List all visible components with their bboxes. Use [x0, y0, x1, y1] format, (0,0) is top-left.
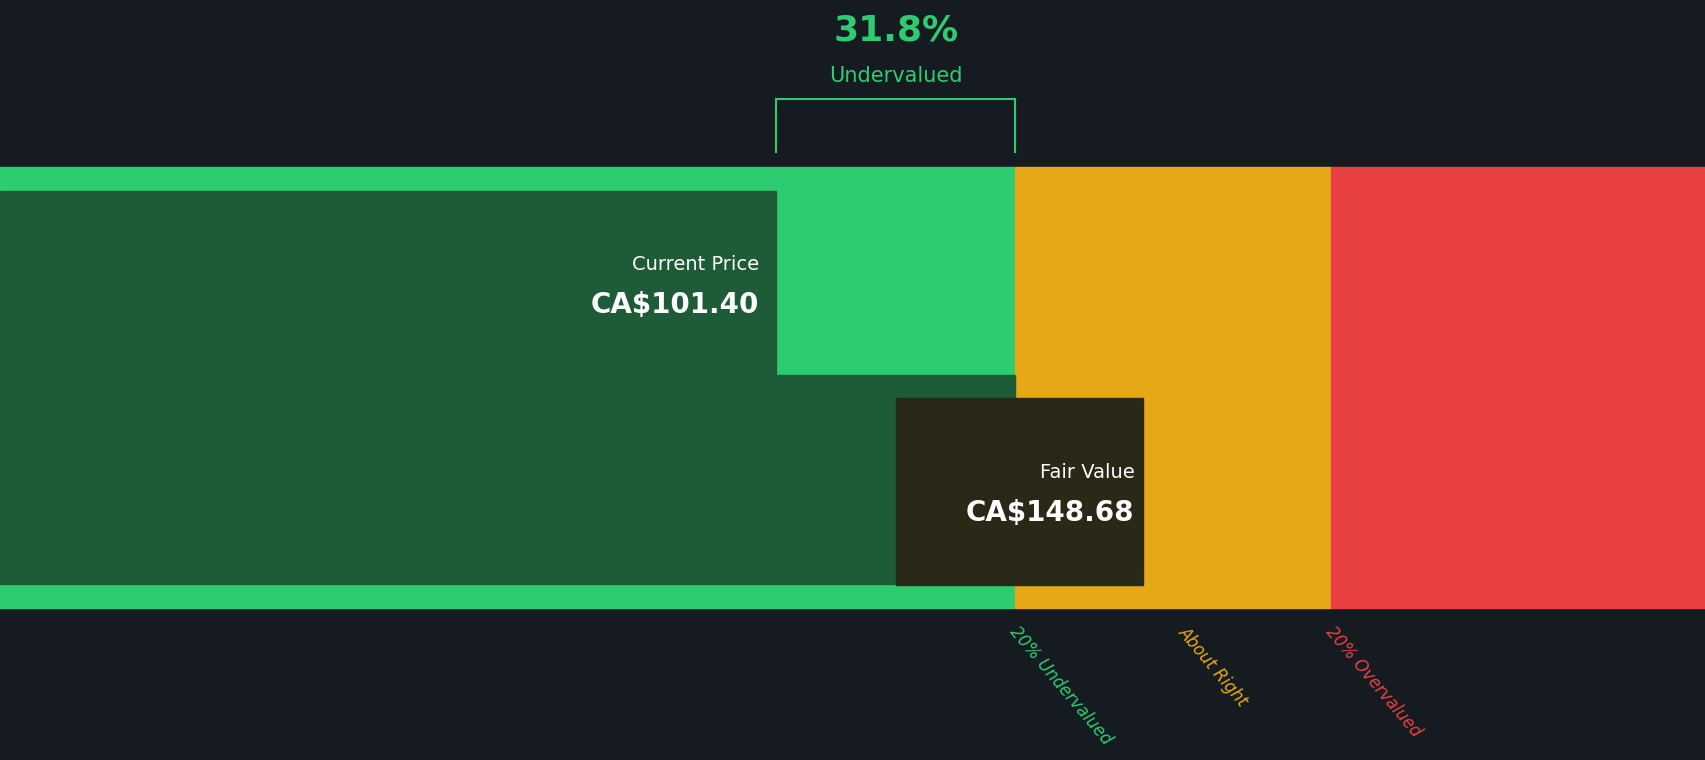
Bar — [0, 584, 1014, 608]
Text: 31.8%: 31.8% — [832, 14, 958, 47]
Bar — [1014, 375, 1330, 400]
Bar — [1330, 584, 1705, 608]
Bar — [1014, 400, 1330, 584]
Bar — [895, 398, 1142, 585]
Bar — [0, 400, 1014, 584]
Text: Current Price: Current Price — [631, 255, 759, 274]
Bar — [1014, 167, 1330, 192]
Bar — [0, 375, 1014, 400]
Bar — [1330, 375, 1705, 400]
Bar — [0, 192, 1014, 375]
Text: About Right: About Right — [1175, 623, 1251, 710]
Text: CA$148.68: CA$148.68 — [965, 499, 1134, 527]
Bar — [0, 192, 776, 375]
Bar — [1330, 400, 1705, 584]
Text: 20% Overvalued: 20% Overvalued — [1321, 623, 1424, 741]
Bar — [1330, 167, 1705, 192]
Text: CA$101.40: CA$101.40 — [590, 291, 759, 318]
Bar — [0, 400, 1014, 584]
Bar — [0, 375, 1014, 400]
Bar — [1014, 584, 1330, 608]
Text: Fair Value: Fair Value — [1038, 464, 1134, 483]
Bar — [1014, 192, 1330, 375]
Bar — [0, 167, 1014, 192]
Text: 20% Undervalued: 20% Undervalued — [1006, 623, 1115, 749]
Bar — [1330, 192, 1705, 375]
Text: Undervalued: Undervalued — [829, 66, 962, 86]
